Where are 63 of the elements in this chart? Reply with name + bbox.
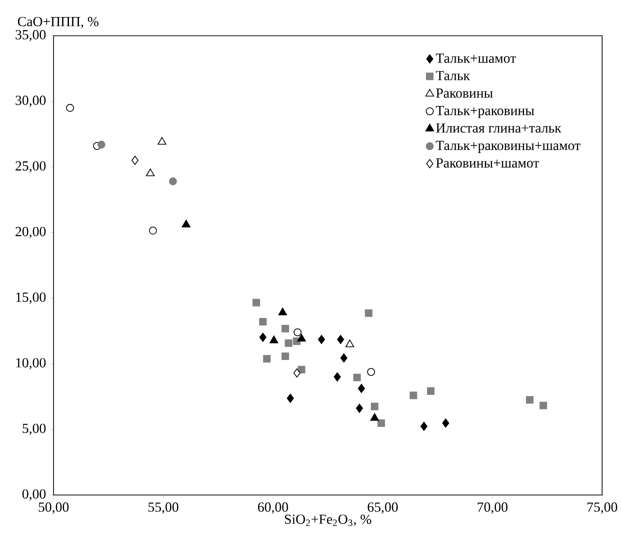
y-tick-label: 15,00 [16,292,46,304]
point [345,340,354,348]
y-tick-label: 5,00 [22,424,46,436]
point [526,396,534,404]
point [318,335,325,344]
point [168,178,177,186]
point [294,328,302,336]
legend-label: Тальк+раковины [436,106,534,118]
legend-label: Раковины [436,88,493,98]
point [442,418,450,428]
y-tick-label: 35,00 [16,30,46,42]
x-axis-title: SiO$_{2}$+Fe$_{2}$O$_{3}$, % [284,514,372,526]
point [337,335,344,344]
point [131,156,138,166]
x-tick-label: 75,00 [587,502,618,514]
point [252,299,260,307]
point [259,318,267,326]
point [353,374,361,382]
point [146,168,155,176]
y-tick-label: 10,00 [16,358,46,370]
point [297,334,306,342]
legend-label: Илистая глина+тальк [436,124,562,133]
y-tick-label: 25,00 [16,161,46,173]
x-tick-label: 70,00 [478,502,508,514]
x-tick-label: 55,00 [148,502,178,514]
point [149,226,157,235]
x-tick-label: 65,00 [368,502,398,514]
point [370,402,378,410]
point [377,420,385,428]
point [370,413,379,421]
point [284,340,292,348]
legend-label: Тальк [436,71,470,80]
point [410,392,418,400]
y-tick-label: 20,00 [16,227,46,238]
x-tick-label: 50,00 [38,502,69,514]
legend-label: Тальк+раковины+шамот [436,141,580,154]
point [259,332,266,342]
point [286,394,294,403]
point [278,308,287,316]
point [270,336,278,344]
legend-label: Тальк+шамот [436,54,516,64]
point [358,384,365,394]
point [540,402,548,410]
point [282,352,290,360]
point [367,368,376,376]
point [293,368,300,378]
y-axis-title: CaO+ППП, % [18,17,98,28]
point [158,137,166,145]
x-tick-label: 60,00 [258,502,288,514]
point [356,404,363,413]
legend-label: Раковины+шамот [436,158,540,168]
point [364,310,372,318]
point [420,422,428,432]
y-tick-label: 30,00 [16,96,46,108]
point [340,354,348,363]
point [182,220,190,228]
point [263,355,271,363]
y-tick-label: 0,00 [22,489,46,501]
point [97,140,106,149]
point [282,325,290,333]
point [334,372,341,382]
point [66,104,74,112]
point [427,387,435,395]
